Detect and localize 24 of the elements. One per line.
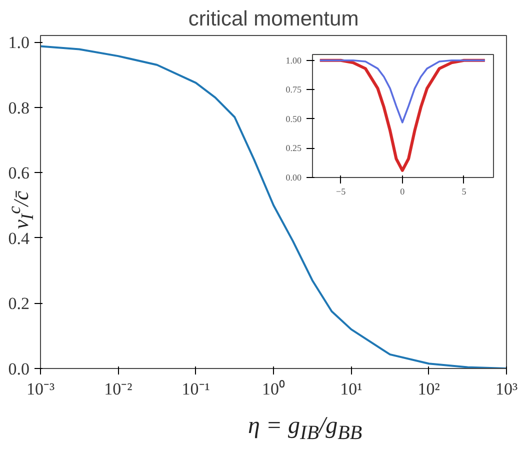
x-tick-label: 10⁰ <box>262 380 285 398</box>
x-axis-title: η = g$_{IB}$/g$_{BB}$ <box>248 412 362 446</box>
y-tick-label: 0.50 <box>286 114 302 124</box>
x-tick-label: 5 <box>462 186 467 196</box>
x-tick-label: 10³ <box>495 380 518 398</box>
x-tick-label: 10⁻² <box>104 380 132 398</box>
x-tick-label: 0 <box>400 186 406 196</box>
chart-title: critical momentum <box>188 8 359 30</box>
y-tick-label: 0.00 <box>286 172 302 182</box>
y-tick-label: 1.00 <box>286 55 302 66</box>
y-tick-label: 0.2 <box>8 294 30 314</box>
x-tick-label: 10⁻³ <box>26 380 55 398</box>
y-tick-label: 0.8 <box>8 98 30 118</box>
x-tick-label: 10¹ <box>340 380 362 398</box>
x-tick-label: 10⁻¹ <box>182 380 210 398</box>
y-tick-label: 0.25 <box>286 143 302 154</box>
y-tick-label: 1.0 <box>8 33 30 52</box>
y-tick-label: 0.0 <box>8 360 30 378</box>
x-tick-label: −5 <box>336 186 346 196</box>
y-tick-label: 0.6 <box>8 164 30 183</box>
line-series <box>318 59 486 124</box>
y-tick-label: 0.75 <box>286 84 302 95</box>
x-tick-label: 10² <box>418 380 440 398</box>
y-tick-label: 0.4 <box>8 228 30 248</box>
